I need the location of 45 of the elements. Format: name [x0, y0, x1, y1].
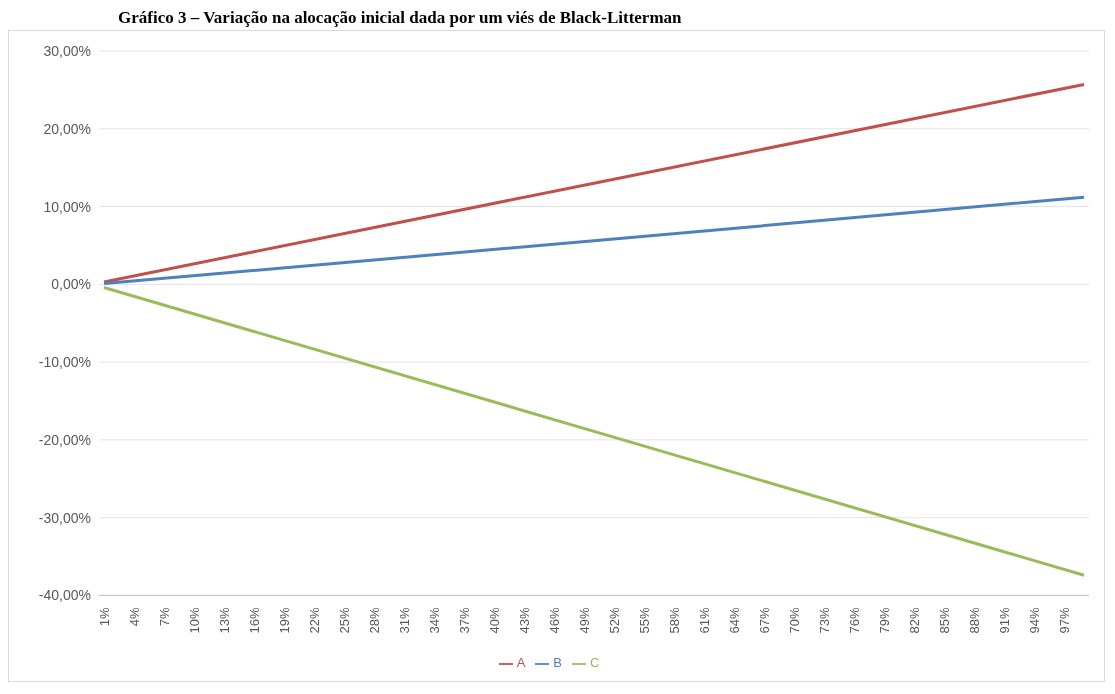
- x-tick-label: 91%: [996, 607, 1012, 634]
- y-tick-label: 30,00%: [43, 42, 91, 59]
- x-tick-label: 1%: [96, 607, 112, 627]
- x-tick-label: 52%: [606, 607, 622, 634]
- x-tick-label: 46%: [546, 607, 562, 634]
- x-tick-label: 49%: [576, 607, 592, 634]
- x-tick-label: 37%: [456, 607, 472, 634]
- x-tick-label: 40%: [486, 607, 502, 634]
- x-tick-label: 25%: [336, 607, 352, 634]
- x-tick-label: 76%: [846, 607, 862, 634]
- x-tick-label: 97%: [1056, 607, 1072, 634]
- y-tick-label: -10,00%: [38, 354, 91, 371]
- x-tick-label: 79%: [876, 607, 892, 634]
- x-tick-label: 19%: [276, 607, 292, 634]
- x-tick-label: 34%: [426, 607, 442, 634]
- x-tick-label: 61%: [696, 607, 712, 634]
- x-tick-label: 7%: [156, 607, 172, 627]
- y-tick-label: 20,00%: [43, 120, 91, 137]
- x-tick-label: 94%: [1026, 607, 1042, 634]
- legend-label: B: [553, 655, 562, 671]
- x-tick-label: 28%: [366, 607, 382, 634]
- y-tick-label: -30,00%: [38, 509, 91, 526]
- x-tick-label: 88%: [966, 607, 982, 634]
- x-tick-label: 58%: [666, 607, 682, 634]
- x-tick-label: 70%: [786, 607, 802, 634]
- x-tick-label: 73%: [816, 607, 832, 634]
- y-tick-label: 10,00%: [43, 198, 91, 215]
- legend-label: A: [516, 655, 526, 671]
- y-tick-label: -40,00%: [38, 587, 91, 604]
- x-tick-label: 67%: [756, 607, 772, 634]
- x-tick-label: 64%: [726, 607, 742, 634]
- x-tick-label: 16%: [246, 607, 262, 634]
- x-tick-label: 4%: [126, 607, 142, 627]
- y-tick-label: 0,00%: [51, 276, 91, 293]
- y-tick-label: -20,00%: [38, 431, 91, 448]
- chart-title: Gráfico 3 – Variação na alocação inicial dada por um viés de Black-Litterman: [117, 8, 683, 29]
- x-tick-label: 55%: [636, 607, 652, 634]
- x-tick-label: 43%: [516, 607, 532, 634]
- x-tick-label: 22%: [306, 607, 322, 634]
- x-tick-label: 13%: [216, 607, 232, 634]
- legend-label: C: [589, 655, 600, 671]
- x-tick-label: 85%: [936, 607, 952, 634]
- x-tick-label: 82%: [906, 607, 922, 634]
- x-tick-label: 31%: [396, 607, 412, 634]
- x-tick-label: 10%: [186, 607, 202, 634]
